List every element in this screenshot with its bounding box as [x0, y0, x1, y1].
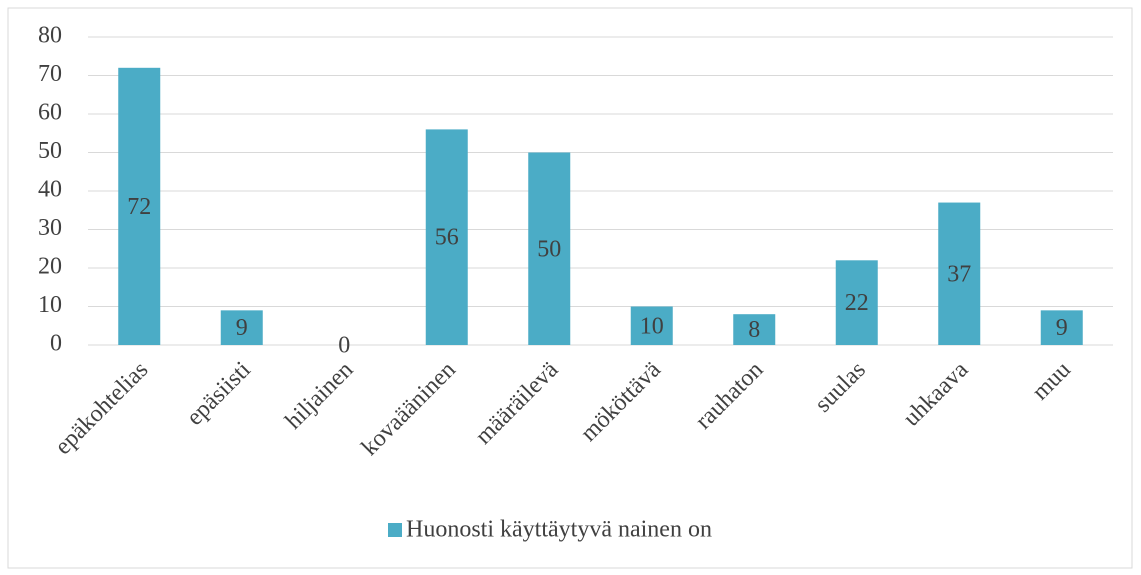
bar [733, 314, 776, 345]
data-label: 0 [338, 333, 350, 359]
y-tick-label: 30 [38, 215, 62, 241]
bar [118, 67, 161, 346]
bar [1040, 310, 1083, 345]
bar [835, 260, 878, 345]
data-label: 22 [845, 290, 869, 316]
y-tick-label: 20 [38, 254, 62, 280]
data-label: 9 [1056, 315, 1068, 341]
bar [425, 129, 468, 345]
y-tick-label: 40 [38, 177, 62, 203]
y-tick-label: 10 [38, 292, 62, 318]
data-label: 9 [236, 315, 248, 341]
data-label: 50 [537, 236, 561, 262]
data-label: 72 [127, 194, 151, 220]
y-tick-label: 0 [50, 331, 62, 357]
bar [220, 310, 263, 345]
y-tick-label: 80 [38, 23, 62, 49]
bar [938, 202, 981, 345]
y-tick-label: 70 [38, 61, 62, 87]
legend-label: Huonosti käyttäytyvä nainen on [406, 517, 712, 543]
data-label: 37 [947, 261, 971, 287]
bar [630, 306, 673, 345]
legend-swatch [388, 523, 402, 537]
y-tick-label: 50 [38, 138, 62, 164]
bar [528, 152, 571, 345]
data-label: 10 [640, 313, 664, 339]
data-label: 56 [435, 225, 459, 251]
y-tick-label: 60 [38, 100, 62, 126]
data-label: 8 [748, 317, 760, 343]
